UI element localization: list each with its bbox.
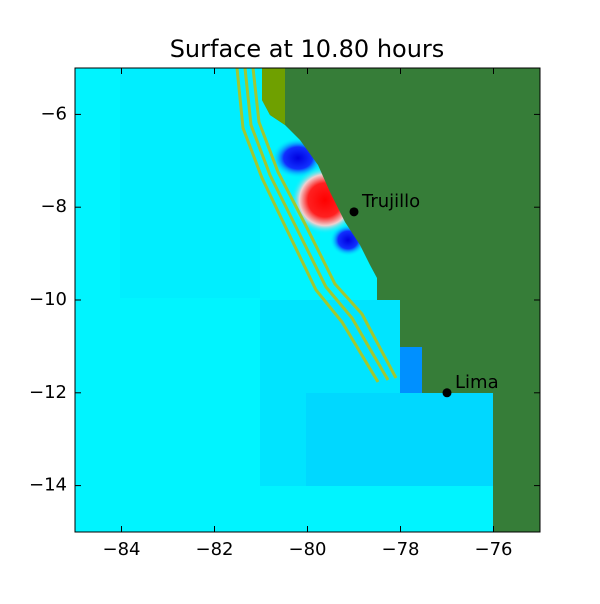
y-tick-label: −6 [40, 103, 67, 124]
water-patch [400, 347, 422, 393]
x-tick-label: −82 [196, 539, 234, 560]
y-tick-label: −8 [40, 196, 67, 217]
city-marker [349, 207, 359, 217]
x-tick-label: −84 [103, 539, 141, 560]
chart-title: Surface at 10.80 hours [170, 35, 445, 63]
map [75, 68, 540, 532]
city-marker [442, 388, 452, 398]
x-tick-label: −78 [382, 539, 420, 560]
land-low [262, 68, 285, 125]
water-patch [306, 393, 493, 486]
x-tick-label: −80 [289, 539, 327, 560]
shelf-contours [235, 68, 398, 383]
y-tick-label: −10 [29, 289, 67, 310]
city-label: Lima [455, 372, 499, 393]
city-label: Trujillo [361, 191, 420, 212]
water-patch [120, 68, 260, 298]
x-tick-label: −76 [475, 539, 513, 560]
land [262, 68, 540, 532]
y-tick-label: −12 [29, 382, 67, 403]
y-tick-label: −14 [29, 475, 67, 496]
